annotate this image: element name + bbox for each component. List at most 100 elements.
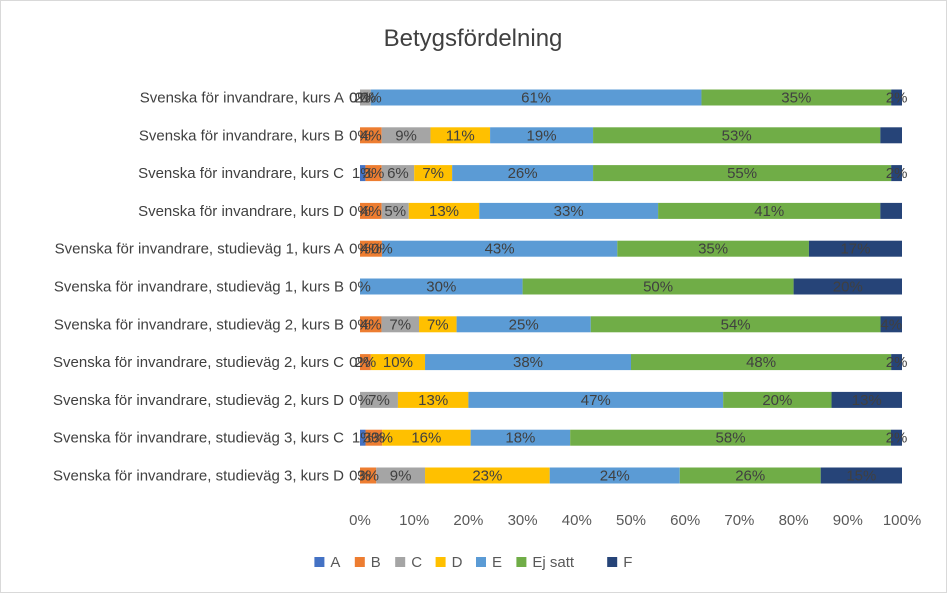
- data-label: 54%: [721, 316, 751, 333]
- data-label: 13%: [852, 392, 882, 409]
- data-label: 9%: [395, 127, 417, 144]
- bar-segment: [381, 240, 618, 257]
- bar-segment: [360, 240, 382, 257]
- bar-segment: [468, 391, 724, 408]
- legend-label: Ej satt: [532, 554, 575, 571]
- bar-segment: [370, 89, 702, 106]
- bar-segment: [793, 278, 902, 295]
- data-label: 23%: [472, 468, 502, 485]
- bar-segment: [808, 240, 902, 257]
- legend-swatch: [476, 557, 486, 567]
- data-label: 0%: [349, 279, 371, 296]
- bar-segment: [376, 467, 426, 484]
- data-label: 9%: [390, 468, 412, 485]
- x-tick-label: 80%: [779, 512, 809, 529]
- category-axis: Svenska för invandrare, kurs A Svenska fö…: [53, 90, 344, 485]
- data-label: 53%: [722, 127, 752, 144]
- data-label: 3%: [363, 430, 385, 447]
- category-label: Svenska för invandrare, studieväg 2, kur…: [53, 392, 344, 409]
- data-label: 1%: [352, 430, 374, 447]
- data-label: 2%: [886, 430, 908, 447]
- data-label: 58%: [716, 430, 746, 447]
- data-label: 35%: [698, 241, 728, 258]
- bar-segment: [891, 89, 902, 106]
- bar-segment: [891, 165, 902, 182]
- category-label: Svenska för invandrare, kurs D: [138, 203, 344, 220]
- legend-label: E: [492, 554, 502, 571]
- category-label: Svenska för invandrare, studieväg 3, kur…: [53, 430, 344, 447]
- data-label: 0%: [349, 203, 371, 220]
- x-tick-label: 20%: [453, 512, 483, 529]
- data-label: 10%: [383, 354, 413, 371]
- x-tick-label: 60%: [670, 512, 700, 529]
- bar-segment: [831, 391, 902, 408]
- x-tick-label: 90%: [833, 512, 863, 529]
- bar-segment: [360, 316, 382, 333]
- bar-segment: [397, 391, 469, 408]
- data-label: 2%: [886, 165, 908, 182]
- data-label: 7%: [389, 316, 411, 333]
- bar-layer: [360, 89, 902, 484]
- data-label: 0%: [349, 316, 371, 333]
- bar-segment: [890, 429, 902, 446]
- bar-segment: [549, 467, 680, 484]
- x-tick-label: 0%: [349, 512, 371, 529]
- data-label: 50%: [643, 279, 673, 296]
- bar-segment: [456, 316, 591, 333]
- bar-segment: [679, 467, 821, 484]
- data-label: 18%: [505, 430, 535, 447]
- value-axis: 0% 10% 20% 30% 40% 50% 60% 70% 80% 90% 100%: [349, 512, 921, 529]
- data-label: 61%: [521, 90, 551, 107]
- bar-segment: [370, 354, 426, 371]
- bar-segment: [593, 127, 881, 144]
- data-label: 2%: [355, 90, 377, 107]
- data-label: 7%: [368, 392, 390, 409]
- bar-segment: [419, 316, 457, 333]
- bar-segment: [452, 165, 594, 182]
- bar-segment: [470, 429, 571, 446]
- legend-swatch: [435, 557, 446, 567]
- data-label: 11%: [446, 127, 475, 144]
- data-label: 7%: [422, 165, 444, 182]
- data-label: 0%: [360, 90, 382, 107]
- category-label: Svenska för invandrare, studieväg 2, kur…: [53, 354, 344, 371]
- bar-segment: [360, 354, 371, 371]
- bar-segment: [820, 467, 902, 484]
- data-label: 4%: [360, 127, 382, 144]
- category-label: Svenska för invandrare, kurs B: [139, 127, 344, 144]
- bar-segment: [381, 165, 415, 182]
- bar-segment: [425, 354, 631, 371]
- data-label: 24%: [600, 468, 630, 485]
- bar-segment: [365, 165, 382, 182]
- bar-segment: [723, 391, 832, 408]
- data-label: 33%: [554, 203, 584, 220]
- data-label: 7%: [427, 316, 449, 333]
- data-label: 35%: [781, 90, 811, 107]
- bar-segment: [880, 127, 902, 144]
- x-tick-label: 40%: [562, 512, 592, 529]
- bar-segment: [701, 89, 892, 106]
- bar-segment: [593, 165, 892, 182]
- data-label: 19%: [527, 127, 557, 144]
- legend-swatch: [314, 557, 325, 567]
- x-tick-label: 30%: [508, 512, 538, 529]
- category-label: Svenska för invandrare, studieväg 1, kur…: [55, 241, 344, 258]
- legend-swatch: [516, 557, 527, 567]
- data-label: 41%: [754, 203, 784, 220]
- bar-segment: [360, 202, 382, 219]
- data-label: 26%: [508, 165, 538, 182]
- bar-segment: [617, 240, 809, 257]
- data-label: 3%: [357, 468, 379, 485]
- bar-segment: [522, 278, 794, 295]
- data-label: 16%: [411, 430, 441, 447]
- data-label: 0%: [349, 90, 371, 107]
- category-label: Svenska för invandrare, studieväg 3, kur…: [53, 468, 344, 485]
- bar-segment: [381, 127, 431, 144]
- data-label: 2%: [886, 90, 908, 107]
- data-label: 0%: [371, 241, 393, 258]
- x-tick-label: 70%: [724, 512, 754, 529]
- bar-segment: [360, 391, 398, 408]
- legend-label: B: [371, 554, 381, 571]
- bar-segment: [414, 165, 453, 182]
